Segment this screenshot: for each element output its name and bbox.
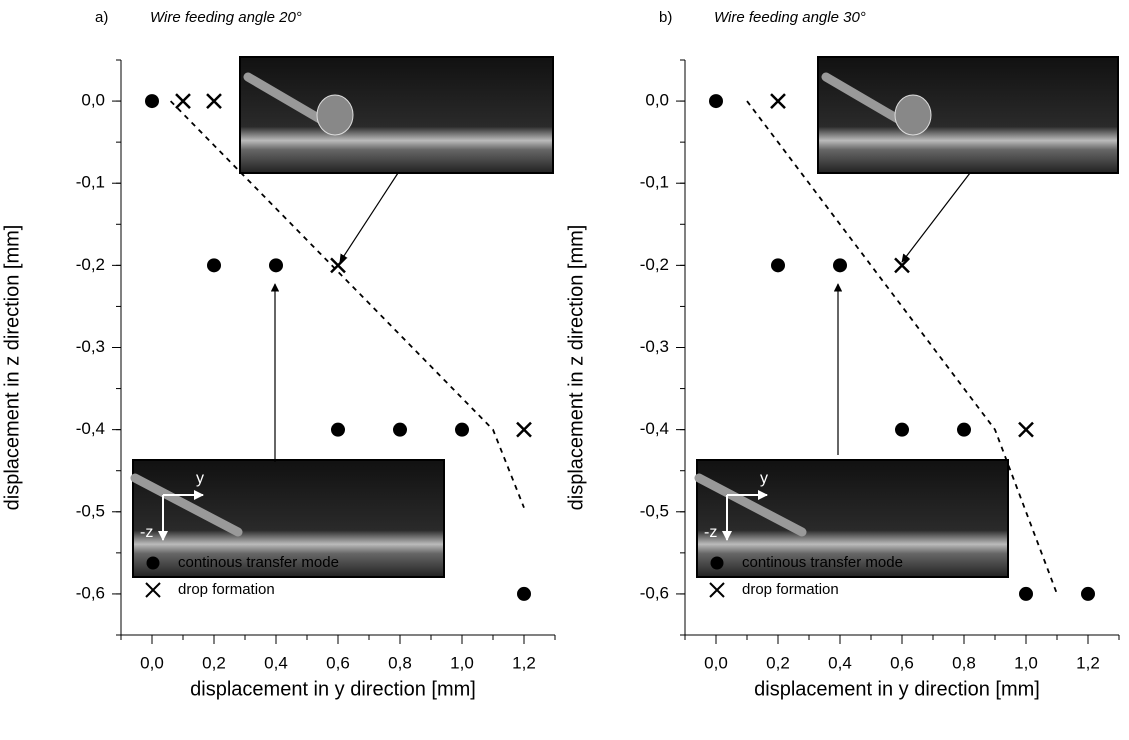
data-point bbox=[770, 93, 786, 109]
y-tick-label: -0,1 bbox=[640, 173, 669, 192]
x-tick-label: 0,8 bbox=[388, 653, 412, 672]
inset-label: -z bbox=[140, 524, 153, 541]
inset-photo bbox=[696, 459, 1009, 578]
y-tick-label: 0,0 bbox=[81, 91, 105, 110]
x-tick-label: 0,0 bbox=[704, 653, 728, 672]
y-tick-label: -0,4 bbox=[640, 419, 669, 438]
callout-arrow bbox=[339, 172, 399, 263]
inset-photo bbox=[239, 56, 554, 174]
x-tick-label: 0,2 bbox=[202, 653, 226, 672]
data-point bbox=[330, 257, 346, 274]
panel-title: Wire feeding angle 30° bbox=[714, 9, 866, 26]
x-tick-label: 0,4 bbox=[264, 653, 288, 672]
x-axis-title: displacement in y direction [mm] bbox=[190, 678, 476, 700]
inset-photo bbox=[817, 56, 1119, 174]
legend-marker bbox=[145, 582, 161, 598]
data-point bbox=[331, 422, 345, 437]
data-point bbox=[894, 257, 910, 274]
x-tick-label: 0,8 bbox=[952, 653, 976, 672]
y-tick-label: 0,0 bbox=[645, 91, 669, 110]
inset-wire bbox=[694, 473, 807, 537]
data-point bbox=[206, 93, 222, 109]
y-tick-label: -0,1 bbox=[76, 173, 105, 192]
legend-label: continous transfer mode bbox=[178, 554, 339, 571]
data-point bbox=[145, 94, 159, 109]
data-point bbox=[1081, 586, 1095, 601]
legend-marker bbox=[710, 556, 724, 570]
data-point bbox=[517, 586, 531, 601]
y-tick-label: -0,5 bbox=[640, 501, 669, 520]
legend-marker bbox=[709, 582, 725, 598]
x-tick-label: 0,6 bbox=[326, 653, 350, 672]
legend-label: drop formation bbox=[742, 581, 839, 598]
y-tick-label: -0,4 bbox=[76, 419, 105, 438]
inset-label: -z bbox=[704, 524, 717, 541]
data-point bbox=[1019, 586, 1033, 601]
inset-photo bbox=[132, 459, 445, 578]
x-tick-label: 1,0 bbox=[1014, 653, 1038, 672]
inset-wire bbox=[821, 72, 908, 127]
callout-arrow bbox=[901, 172, 971, 263]
y-axis-title: displacement in z direction [mm] bbox=[1, 225, 23, 511]
data-point bbox=[771, 258, 785, 273]
x-tick-label: 0,4 bbox=[828, 653, 852, 672]
data-point bbox=[393, 422, 407, 437]
data-point bbox=[709, 94, 723, 109]
legend-label: drop formation bbox=[178, 581, 275, 598]
x-tick-label: 1,2 bbox=[1076, 653, 1100, 672]
data-point bbox=[269, 258, 283, 273]
y-tick-label: -0,5 bbox=[76, 501, 105, 520]
y-tick-label: -0,6 bbox=[640, 583, 669, 602]
y-axis-title: displacement in z direction [mm] bbox=[565, 225, 587, 511]
boundary-line bbox=[169, 100, 525, 509]
data-point bbox=[895, 422, 909, 437]
inset-wire bbox=[130, 473, 243, 537]
inset-drop bbox=[316, 94, 354, 136]
y-tick-label: -0,2 bbox=[640, 255, 669, 274]
y-tick-label: -0,2 bbox=[76, 255, 105, 274]
panel-title: Wire feeding angle 20° bbox=[150, 9, 302, 26]
inset-label: y bbox=[760, 470, 768, 487]
data-point bbox=[516, 421, 532, 438]
panel: b) Wire feeding angle 30° 0,0 0,2 0,4 0,6 0,8 1… bbox=[565, 9, 1120, 700]
y-tick-label: -0,3 bbox=[76, 337, 105, 356]
inset-drop bbox=[894, 94, 932, 136]
legend-marker bbox=[146, 556, 160, 570]
data-point bbox=[1018, 421, 1034, 438]
boundary-line bbox=[746, 100, 1058, 595]
panel: a) Wire feeding angle 20° 0,0 0,2 0,4 0,6 0,8 1… bbox=[1, 9, 556, 700]
inset-label: y bbox=[196, 470, 204, 487]
y-tick-label: -0,6 bbox=[76, 583, 105, 602]
x-tick-label: 0,6 bbox=[890, 653, 914, 672]
data-point bbox=[957, 422, 971, 437]
x-tick-label: 1,2 bbox=[512, 653, 536, 672]
x-tick-label: 0,0 bbox=[140, 653, 164, 672]
y-tick-label: -0,3 bbox=[640, 337, 669, 356]
x-axis-title: displacement in y direction [mm] bbox=[754, 678, 1040, 700]
x-tick-label: 0,2 bbox=[766, 653, 790, 672]
data-point bbox=[207, 258, 221, 273]
data-point bbox=[175, 93, 191, 109]
panel-label: b) bbox=[659, 9, 672, 26]
inset-wire bbox=[243, 72, 330, 127]
data-point bbox=[455, 422, 469, 437]
data-point bbox=[833, 258, 847, 273]
legend-label: continous transfer mode bbox=[742, 554, 903, 571]
panel-label: a) bbox=[95, 9, 108, 26]
x-tick-label: 1,0 bbox=[450, 653, 474, 672]
